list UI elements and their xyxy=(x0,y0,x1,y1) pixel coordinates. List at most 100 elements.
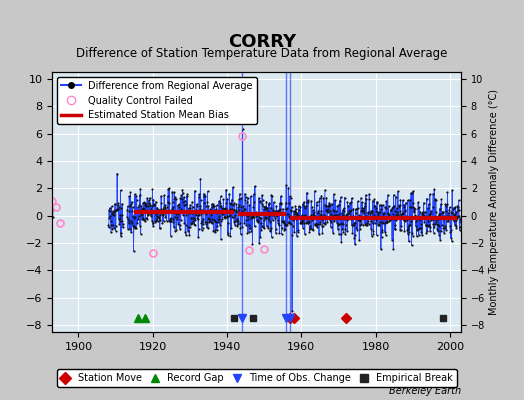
Point xyxy=(248,241,257,247)
Point xyxy=(402,216,410,222)
Point xyxy=(219,196,227,203)
Point xyxy=(395,202,403,208)
Point xyxy=(363,222,371,228)
Point xyxy=(112,207,121,213)
Point xyxy=(316,221,324,228)
Point xyxy=(352,210,361,216)
Point xyxy=(406,196,414,203)
Point xyxy=(228,205,236,212)
Point xyxy=(417,213,425,220)
Point xyxy=(203,188,212,194)
Point xyxy=(420,213,428,220)
Point xyxy=(147,208,156,214)
Point xyxy=(227,225,236,232)
Point xyxy=(341,194,349,201)
Point xyxy=(417,221,425,228)
Point xyxy=(453,203,462,209)
Point xyxy=(432,208,440,215)
Point xyxy=(250,199,258,205)
Point xyxy=(329,206,337,213)
Point xyxy=(235,196,243,203)
Point xyxy=(447,227,455,233)
Point xyxy=(260,214,269,220)
Point xyxy=(185,223,194,230)
Point xyxy=(206,210,215,216)
Point xyxy=(180,220,189,226)
Point xyxy=(262,215,270,222)
Point xyxy=(108,226,116,232)
Point xyxy=(438,210,446,216)
Point xyxy=(268,192,276,199)
Point xyxy=(184,210,192,216)
Point xyxy=(49,205,57,212)
Point xyxy=(187,219,195,226)
Point xyxy=(325,200,333,206)
Point xyxy=(335,231,343,238)
Point xyxy=(235,190,244,197)
Point xyxy=(276,206,284,212)
Point xyxy=(245,202,254,208)
Point xyxy=(397,211,405,218)
Point xyxy=(313,221,321,227)
Point xyxy=(154,218,162,224)
Point xyxy=(449,216,457,222)
Point xyxy=(266,228,275,234)
Point xyxy=(408,230,417,236)
Point xyxy=(189,210,198,217)
Point xyxy=(424,201,433,207)
Point xyxy=(296,214,304,221)
Point xyxy=(148,220,157,226)
Point xyxy=(452,223,460,229)
Point xyxy=(318,223,326,230)
Point xyxy=(187,205,195,212)
Point xyxy=(135,208,143,214)
Point xyxy=(258,201,267,207)
Point xyxy=(401,207,409,213)
Point xyxy=(309,210,318,217)
Point xyxy=(204,203,212,209)
Point xyxy=(156,217,165,223)
Point xyxy=(267,204,275,211)
Point xyxy=(150,202,158,209)
Point xyxy=(411,213,420,220)
Point xyxy=(126,202,134,209)
Point xyxy=(296,214,304,221)
Point xyxy=(161,214,170,220)
Point xyxy=(244,194,252,201)
Point xyxy=(409,203,417,210)
Point xyxy=(128,204,137,210)
Point xyxy=(280,218,288,224)
Point xyxy=(353,227,362,234)
Point xyxy=(147,210,155,217)
Point xyxy=(238,208,246,214)
Point xyxy=(221,214,230,220)
Point xyxy=(124,226,132,232)
Point xyxy=(425,222,433,228)
Point xyxy=(192,202,201,209)
Point xyxy=(366,208,375,214)
Text: Difference of Station Temperature Data from Regional Average: Difference of Station Temperature Data f… xyxy=(77,48,447,60)
Point xyxy=(220,214,228,220)
Point xyxy=(204,214,213,221)
Point xyxy=(453,214,461,221)
Text: CORRY: CORRY xyxy=(228,33,296,51)
Point xyxy=(300,203,309,210)
Point xyxy=(244,213,252,219)
Point xyxy=(228,202,237,208)
Point xyxy=(115,204,123,210)
Point xyxy=(315,195,324,201)
Point xyxy=(401,218,410,224)
Point xyxy=(268,212,277,218)
Point xyxy=(326,224,335,230)
Point xyxy=(194,226,203,232)
Point xyxy=(303,199,312,205)
Point xyxy=(427,208,435,214)
Point xyxy=(151,198,160,205)
Point xyxy=(448,215,456,221)
Point xyxy=(358,204,366,211)
Point xyxy=(178,186,187,193)
Point xyxy=(289,215,298,222)
Point xyxy=(323,218,331,225)
Point xyxy=(145,200,154,206)
Text: Berkeley Earth: Berkeley Earth xyxy=(389,386,461,396)
